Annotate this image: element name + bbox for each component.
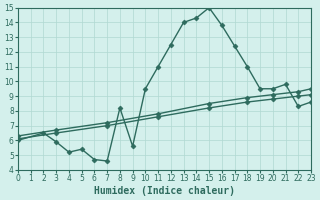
X-axis label: Humidex (Indice chaleur): Humidex (Indice chaleur) xyxy=(94,186,235,196)
